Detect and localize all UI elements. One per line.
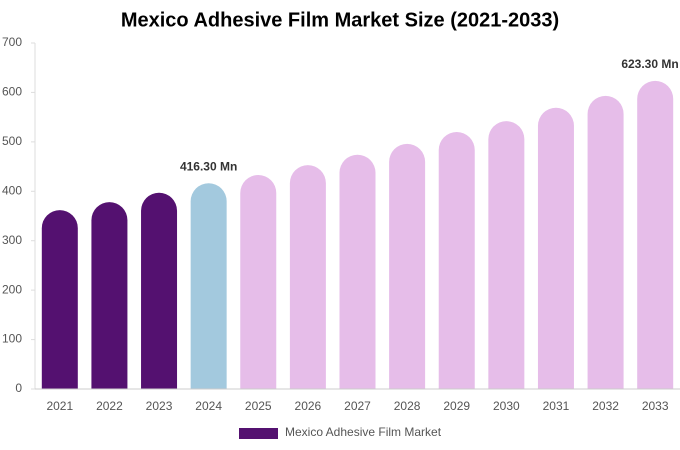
bar [289, 165, 326, 389]
x-tick-label: 2030 [493, 399, 520, 413]
bar [587, 95, 624, 389]
y-tick-label: 100 [2, 332, 22, 346]
bar [141, 192, 178, 389]
bar [240, 174, 277, 389]
y-tick-label: 200 [2, 282, 22, 296]
bar [637, 80, 674, 389]
x-tick-label: 2023 [146, 399, 173, 413]
data-label: 623.30 Mn [621, 57, 678, 71]
bar [389, 143, 426, 389]
y-tick-label: 600 [2, 85, 22, 99]
y-tick-label: 0 [15, 381, 22, 395]
chart-title: Mexico Adhesive Film Market Size (2021-2… [121, 9, 559, 31]
x-tick-label: 2033 [642, 399, 669, 413]
bar [438, 131, 475, 389]
bar [91, 202, 128, 389]
x-tick-label: 2022 [96, 399, 123, 413]
legend-swatch [239, 428, 278, 439]
bar [41, 210, 78, 389]
legend-label: Mexico Adhesive Film Market [285, 425, 442, 439]
y-tick-label: 300 [2, 233, 22, 247]
x-tick-label: 2026 [295, 399, 322, 413]
x-tick-label: 2025 [245, 399, 272, 413]
bar [537, 107, 574, 389]
x-tick-label: 2024 [195, 399, 222, 413]
bar [190, 183, 227, 389]
data-label: 416.30 Mn [180, 159, 237, 173]
bar [488, 121, 525, 389]
x-tick-label: 2028 [394, 399, 421, 413]
x-tick-label: 2027 [344, 399, 371, 413]
y-tick-label: 700 [2, 35, 22, 49]
x-tick-label: 2032 [592, 399, 619, 413]
x-tick-label: 2021 [46, 399, 73, 413]
y-tick-label: 500 [2, 134, 22, 148]
y-tick-label: 400 [2, 183, 22, 197]
bar [339, 154, 376, 389]
x-tick-label: 2031 [543, 399, 570, 413]
x-tick-label: 2029 [443, 399, 470, 413]
